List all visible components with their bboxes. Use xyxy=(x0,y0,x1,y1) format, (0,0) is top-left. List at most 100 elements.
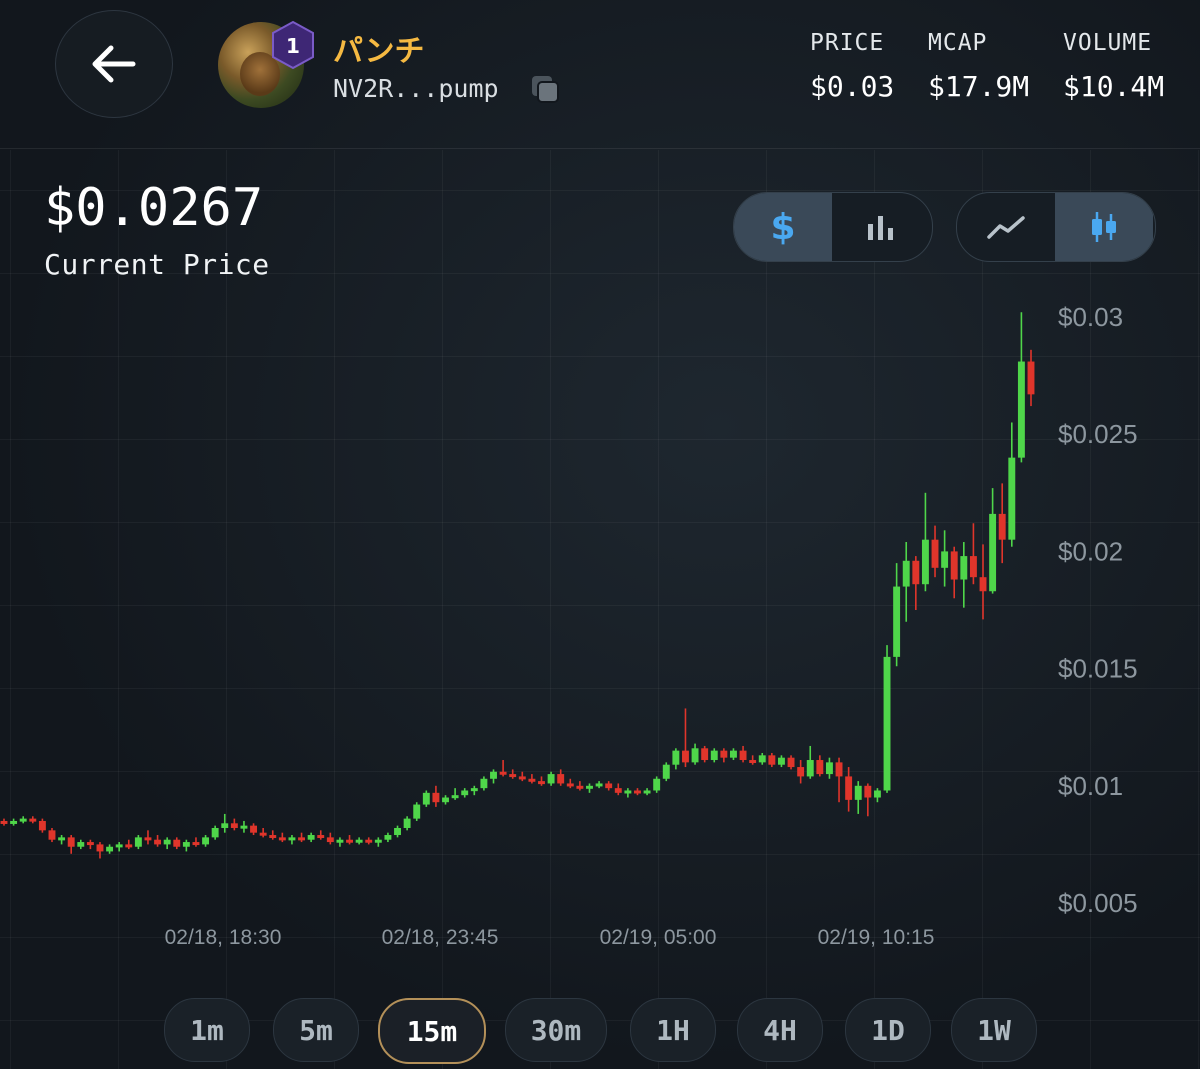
candle-body xyxy=(749,760,757,764)
timeframe-button-30m[interactable]: 30m xyxy=(505,998,607,1062)
candle-body xyxy=(355,839,363,843)
candle-body xyxy=(701,748,709,761)
timeframe-button-1h[interactable]: 1H xyxy=(630,998,716,1062)
candle-body xyxy=(835,762,843,777)
x-axis: 02/18, 18:30 02/18, 23:45 02/19, 05:00 02/1… xyxy=(165,926,935,949)
candle-body xyxy=(768,755,776,765)
candle-body xyxy=(509,774,517,778)
stat-volume: VOLUME $10.4M xyxy=(1063,30,1164,103)
chart-style-toggle xyxy=(956,192,1156,262)
candle-body xyxy=(787,757,795,768)
price-chart[interactable]: $0.03 $0.025 $0.02 $0.015 $0.01 $0.005 02/18,… xyxy=(0,150,1200,990)
candle-body xyxy=(739,750,747,761)
rank-number: 1 xyxy=(286,34,300,58)
candle-body xyxy=(605,783,613,789)
candle-body xyxy=(576,785,584,789)
timeframe-button-1w[interactable]: 1W xyxy=(951,998,1037,1062)
candle-body xyxy=(518,776,526,780)
candlestick-chart-button[interactable] xyxy=(1055,193,1153,261)
candle-body xyxy=(912,560,920,585)
timeframe-button-1d[interactable]: 1D xyxy=(845,998,931,1062)
candle-body xyxy=(259,832,267,836)
candle-body xyxy=(873,790,881,798)
candle-body xyxy=(384,835,392,840)
candle-body xyxy=(960,556,968,580)
candle-body xyxy=(595,783,603,787)
dollar-icon: $ xyxy=(770,206,796,248)
candle-body xyxy=(0,820,8,824)
line-chart-button[interactable] xyxy=(957,193,1055,261)
volume-toggle-button[interactable] xyxy=(832,193,930,261)
candle-body xyxy=(490,771,497,779)
y-tick-label: $0.025 xyxy=(1058,419,1138,449)
current-price-value: $0.0267 xyxy=(44,178,264,238)
candle-body xyxy=(720,750,728,758)
candle-body xyxy=(566,783,574,787)
candle-body xyxy=(883,656,891,791)
candle-body xyxy=(19,818,27,822)
candle-body xyxy=(422,792,430,805)
candle-body xyxy=(777,757,785,765)
candle-body xyxy=(797,767,805,777)
candle-body xyxy=(969,556,977,578)
candle-body xyxy=(154,839,162,845)
candle-body xyxy=(413,804,421,819)
candle-body xyxy=(979,577,987,592)
candle-body xyxy=(432,792,440,803)
candle-body xyxy=(1017,361,1025,458)
candle-body xyxy=(893,586,901,657)
token-header: 1 パンチ NV2R...pump PRICE $0.03 MCAP $17.9… xyxy=(0,0,1200,149)
candle-body xyxy=(10,820,18,824)
candle-body xyxy=(96,844,104,852)
token-address: NV2R...pump xyxy=(333,74,499,103)
candle-body xyxy=(921,539,929,585)
bar-chart-icon xyxy=(868,216,893,240)
candle-body xyxy=(288,837,296,841)
rank-badge: 1 xyxy=(272,20,314,70)
candle-body xyxy=(691,748,699,763)
candle-body xyxy=(624,790,632,794)
candle-body xyxy=(240,825,248,829)
candle-body xyxy=(58,837,66,841)
y-tick-label: $0.03 xyxy=(1058,302,1123,332)
timeframe-button-1m[interactable]: 1m xyxy=(164,998,250,1062)
candle-body xyxy=(538,781,545,785)
candle-body xyxy=(403,818,411,828)
candle-body xyxy=(326,837,334,843)
candle-body xyxy=(950,551,958,580)
x-tick-label: 02/18, 18:30 xyxy=(165,926,282,949)
candle-body xyxy=(643,790,651,794)
candle-body xyxy=(211,827,219,838)
copy-icon[interactable] xyxy=(530,74,560,104)
candle-body xyxy=(480,778,488,789)
candle-body xyxy=(499,771,507,775)
back-button[interactable] xyxy=(55,10,173,118)
x-tick-label: 02/19, 10:15 xyxy=(818,926,935,949)
candle-body xyxy=(586,785,593,789)
unit-toggle: $ xyxy=(733,192,933,262)
chart-grid-background xyxy=(0,150,1200,1069)
timeframe-button-5m[interactable]: 5m xyxy=(273,998,359,1062)
dollar-toggle-button[interactable]: $ xyxy=(734,193,832,261)
stat-price: PRICE $0.03 xyxy=(810,30,894,103)
candlestick-icon xyxy=(1092,212,1116,242)
candle-body xyxy=(662,764,670,779)
candle-body xyxy=(864,785,872,798)
timeframe-button-15m[interactable]: 15m xyxy=(378,998,486,1064)
candle-body xyxy=(451,795,459,799)
candle-body xyxy=(144,837,152,841)
timeframe-button-4h[interactable]: 4H xyxy=(737,998,823,1062)
candle-body xyxy=(682,750,689,763)
candle-body xyxy=(1008,457,1016,540)
candle-body xyxy=(221,823,229,828)
candle-body xyxy=(365,839,373,843)
candle-body xyxy=(806,760,814,777)
candle-body xyxy=(816,760,824,775)
candle-body xyxy=(173,839,181,847)
stat-volume-value: $10.4M xyxy=(1063,70,1165,103)
x-tick-label: 02/19, 05:00 xyxy=(600,926,717,949)
candle-body xyxy=(931,539,939,568)
y-tick-label: $0.015 xyxy=(1058,654,1138,684)
y-axis: $0.03 $0.025 $0.02 $0.015 $0.01 $0.005 xyxy=(1058,302,1138,918)
candle-body xyxy=(854,785,862,800)
